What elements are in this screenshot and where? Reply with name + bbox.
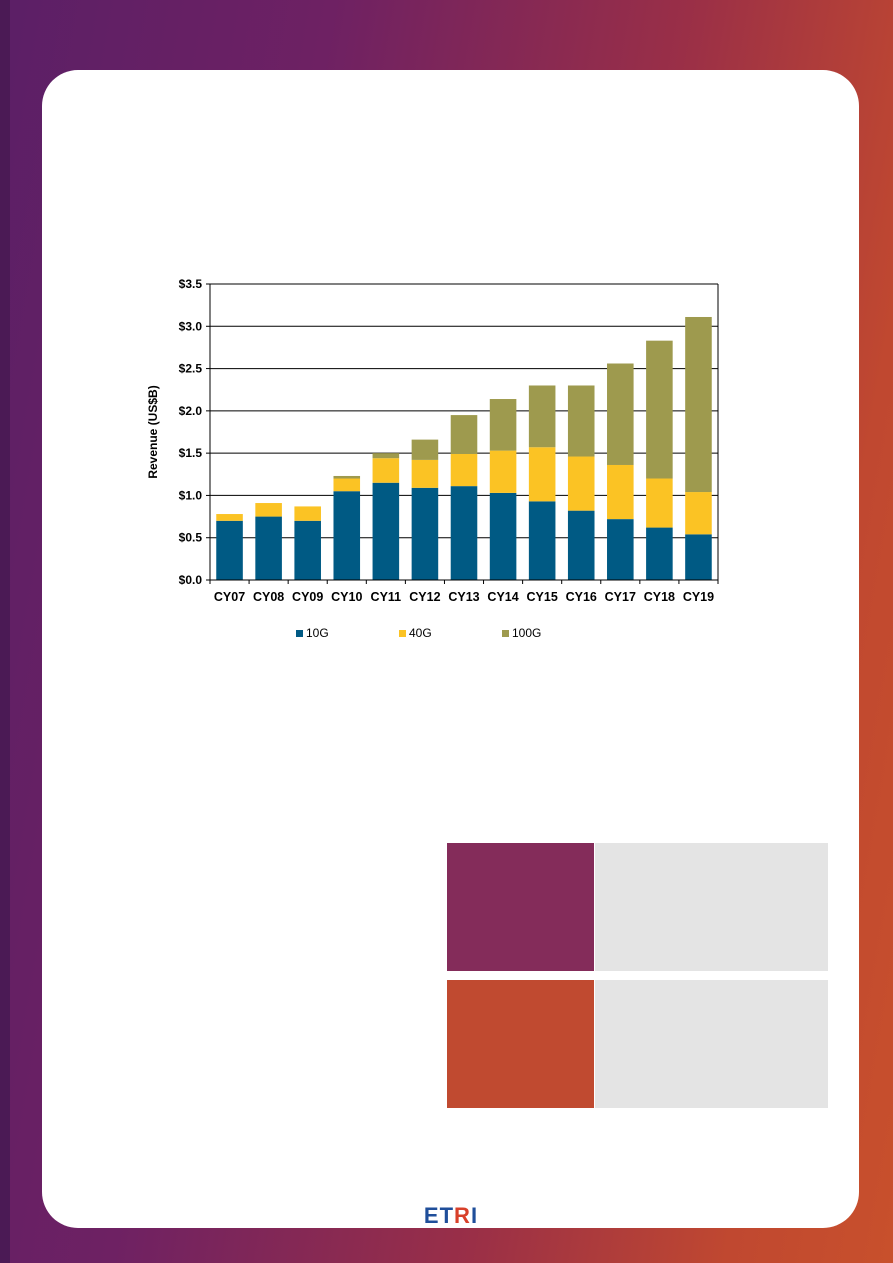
- x-tick-label: CY14: [487, 590, 518, 604]
- x-tick-label: CY08: [253, 590, 284, 604]
- bar-100G-CY14: [489, 399, 517, 451]
- legend-label-10G: 10G: [306, 626, 329, 640]
- y-tick-label: $0.5: [179, 531, 203, 545]
- bar-40G-CY18: [646, 478, 673, 528]
- bar-10G-CY13: [450, 486, 478, 580]
- x-tick-label: CY19: [683, 590, 714, 604]
- bar-100G-CY19: [685, 316, 712, 493]
- logo-text-r: R: [454, 1203, 471, 1228]
- x-tick-label: CY13: [448, 590, 479, 604]
- bar-100G-CY10: [333, 475, 361, 479]
- bar-100G-CY16: [567, 385, 595, 457]
- bar-100G-CY17: [607, 363, 634, 465]
- bar-10G-CY07: [216, 520, 243, 580]
- x-tick-label: CY10: [331, 590, 362, 604]
- bar-10G-CY08: [255, 516, 282, 580]
- x-tick-label: CY15: [527, 590, 558, 604]
- y-tick-label: $0.0: [179, 573, 203, 587]
- content-card: $0.0 $0.5 $1.0 $1.5 $2.0 $2.5 $3.0 $3.5 Revenue …: [42, 70, 859, 1228]
- bar-10G-CY18: [646, 527, 673, 580]
- x-tick-label: CY18: [644, 590, 675, 604]
- tile-purple: [447, 843, 594, 971]
- legend-swatch-10G: [296, 630, 303, 637]
- legend-swatch-100G: [502, 630, 509, 637]
- legend-label-100G: 100G: [512, 626, 541, 640]
- bar-100G-CY18: [646, 340, 673, 479]
- bar-10G-CY10: [333, 491, 361, 580]
- y-axis-label: Revenue (US$B): [146, 385, 160, 478]
- y-tick-label: $2.0: [179, 404, 203, 418]
- bar-40G-CY15: [528, 447, 556, 502]
- y-tick-label: $3.5: [179, 277, 203, 291]
- x-tick-label: CY16: [566, 590, 597, 604]
- revenue-chart: $0.0 $0.5 $1.0 $1.5 $2.0 $2.5 $3.0 $3.5 Revenue …: [146, 277, 719, 640]
- etri-logo: ETRI: [408, 1204, 494, 1228]
- bar-40G-CY19: [685, 492, 712, 535]
- bar-40G-CY13: [450, 453, 478, 487]
- y-tick-label: $1.5: [179, 446, 203, 460]
- bar-100G-CY15: [528, 385, 556, 448]
- y-tick-label: $1.0: [179, 488, 203, 502]
- x-tick-label: CY11: [371, 590, 402, 604]
- bar-40G-CY10: [333, 478, 361, 492]
- logo-text-i: I: [470, 1203, 479, 1228]
- bar-40G-CY12: [411, 459, 439, 488]
- bar-10G-CY19: [685, 534, 712, 580]
- bar-40G-CY09: [294, 506, 321, 521]
- bar-10G-CY14: [489, 492, 517, 580]
- bar-10G-CY17: [607, 519, 634, 580]
- bar-100G-CY13: [450, 415, 478, 454]
- bar-40G-CY08: [255, 503, 282, 517]
- bar-40G-CY11: [372, 458, 400, 483]
- x-tick-label: CY07: [214, 590, 245, 604]
- logo-text-et: ET: [423, 1203, 455, 1228]
- bar-40G-CY07: [216, 514, 243, 521]
- bar-40G-CY17: [607, 464, 634, 520]
- background-stripe: [0, 0, 10, 1263]
- legend-label-40G: 40G: [409, 626, 432, 640]
- y-tick-label: $2.5: [179, 362, 203, 376]
- bar-100G-CY11: [372, 453, 400, 459]
- bar-10G-CY16: [567, 510, 595, 580]
- x-tick-label: CY09: [292, 590, 323, 604]
- bar-100G-CY12: [411, 439, 439, 460]
- x-tick-label: CY12: [409, 590, 440, 604]
- tile-grey-bottom: [595, 980, 828, 1108]
- y-tick-label: $3.0: [179, 319, 203, 333]
- bar-40G-CY16: [567, 456, 595, 511]
- legend-swatch-40G: [399, 630, 406, 637]
- bar-10G-CY12: [411, 487, 439, 580]
- bar-40G-CY14: [489, 450, 517, 493]
- bar-10G-CY11: [372, 482, 400, 580]
- tile-grey-top: [595, 843, 828, 971]
- bar-10G-CY15: [528, 501, 556, 580]
- tile-orange: [447, 980, 594, 1108]
- bar-10G-CY09: [294, 520, 321, 580]
- x-tick-label: CY17: [605, 590, 636, 604]
